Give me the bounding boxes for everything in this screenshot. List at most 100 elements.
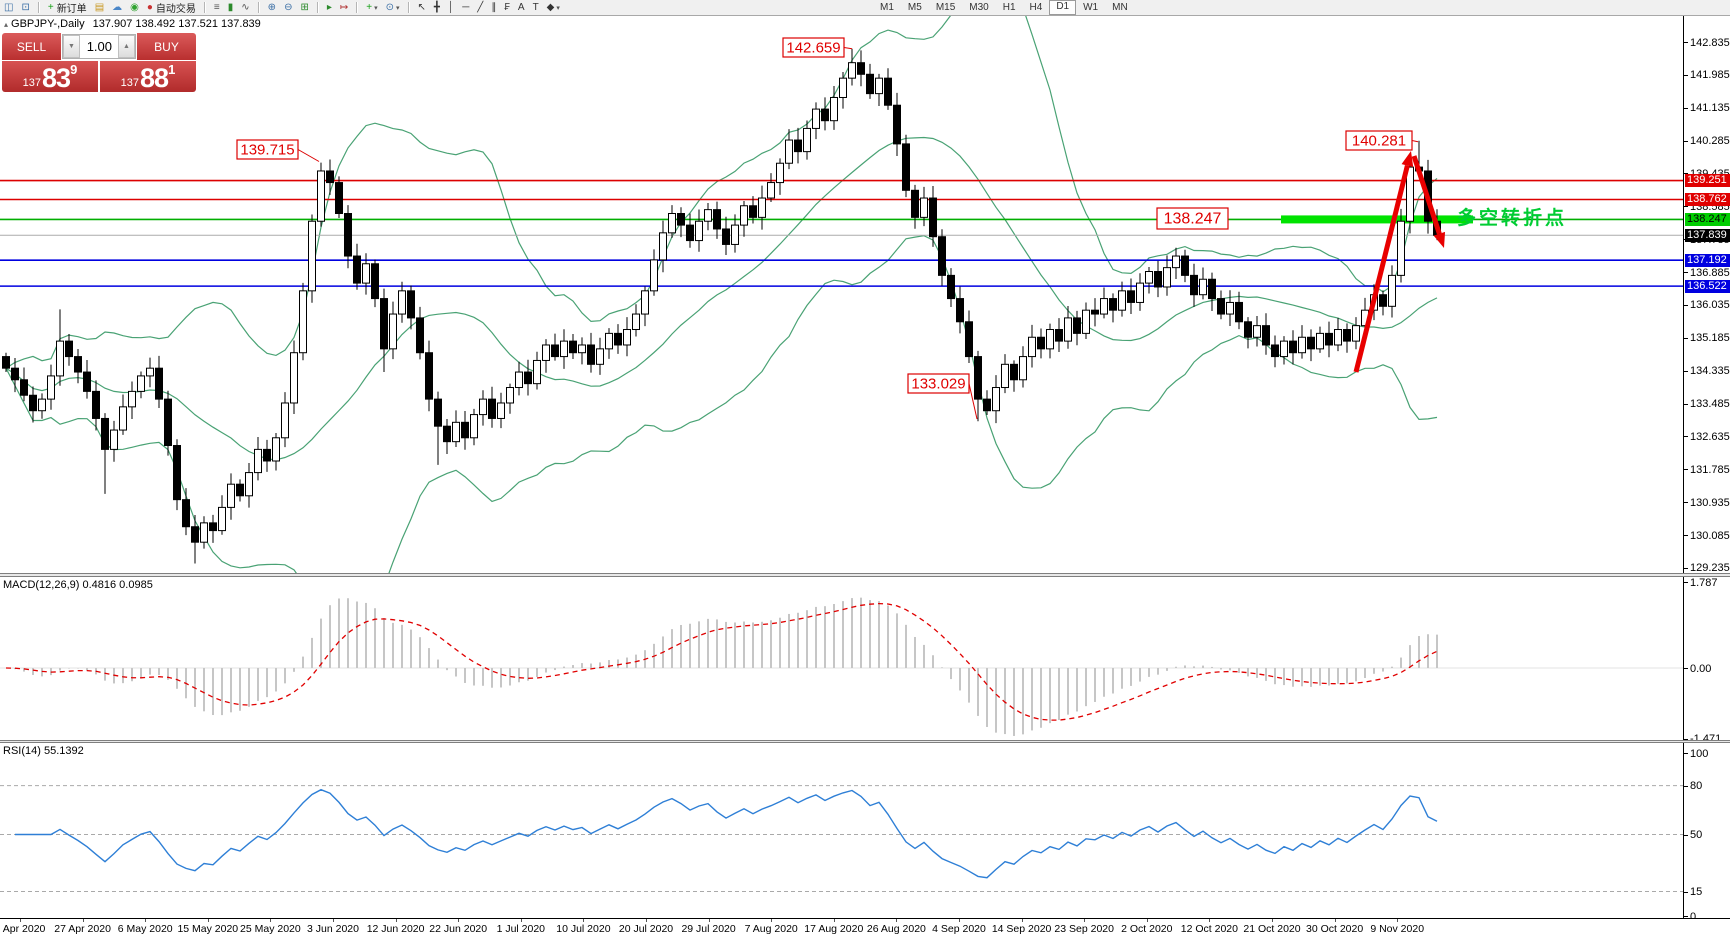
toolbar-crosshair-button[interactable]: ╋ [431,1,443,14]
candle-body [983,398,991,412]
candle-body [839,77,847,98]
toolbar-trendline-button[interactable]: ╱ [474,1,486,14]
candle-body [560,340,568,358]
candle-body [47,375,55,400]
sell-button[interactable]: SELL [2,33,61,60]
candle-body [1379,294,1387,307]
price-axis-tick: 130.085 [1684,529,1730,542]
price-annotation-box[interactable] [907,373,970,394]
toolbar-print-preview-button[interactable]: ⊡ [18,1,32,14]
chart-shift-icon: ↦ [339,2,349,13]
candle-body [956,298,964,323]
volume-increase-button[interactable]: ▲ [118,35,135,58]
toolbar-indicators-button[interactable]: + ▾ [366,2,378,13]
price-annotation-box[interactable] [1345,130,1413,151]
support-zone-band[interactable] [1281,215,1473,224]
toolbar-chart-shift-button[interactable]: ↦ [337,1,351,14]
toolbar-cursor-button[interactable]: ↖ [415,1,429,14]
toolbar-separator [356,2,359,13]
macd-indicator-panel[interactable] [0,577,1683,741]
date-tick-mark [1209,919,1211,922]
price-scale-axis[interactable]: 142.835141.985141.135140.285139.435138.5… [1684,15,1730,923]
date-axis-label: 14 Sep 2020 [991,923,1052,935]
price-annotation-box[interactable] [782,37,845,58]
toolbar-new-chart-button[interactable]: ◫ [1,1,16,14]
toolbar-text-label-button[interactable]: T [530,1,542,14]
toolbar-vertical-line-button[interactable]: │ [445,1,457,14]
timeframe-w1-button[interactable]: W1 [1083,2,1099,13]
candle-body [641,290,649,315]
toolbar-text-button[interactable]: A [515,1,528,14]
panel-splitter[interactable] [0,573,1730,577]
trend-arrow-head [1433,231,1446,248]
candle-body [65,340,73,358]
date-axis-label: 22 Jun 2020 [429,923,488,935]
toolbar-fibonacci-button[interactable]: ₣ [501,1,513,14]
toolbar-zoom-out-button[interactable]: ⊖ [281,1,295,14]
candle-body [263,448,271,462]
trend-arrow-line[interactable] [1353,164,1410,373]
candle-body [614,332,622,346]
toolbar-line-chart-mode-button[interactable]: ∿ [238,1,252,14]
annotation-leader [968,383,978,420]
timeframe-d1-button[interactable]: D1 [1049,0,1077,15]
candle-body [749,205,757,218]
toolbar-arrows-shapes-button[interactable]: ◆ ▾ [546,2,560,13]
toolbar-equidistant-channel-button[interactable]: ∥ [488,1,499,14]
annotation-leader [1411,140,1419,143]
rsi-indicator-panel[interactable] [0,743,1683,918]
trendline-icon: ╱ [477,2,484,13]
toolbar-candlestick-mode-button[interactable]: ▮ [225,1,237,14]
ohlc-values: 137.907 138.492 137.521 137.839 [92,18,261,30]
toolbar-new-order-button[interactable]: + 新订单 [47,2,87,15]
candle-body [92,390,100,419]
volume-input[interactable]: 1.00 [86,39,112,54]
periods-icon: ⊙ [385,2,395,13]
toolbar-gold-button[interactable]: ▤ [92,1,107,14]
toolbar-periods-button[interactable]: ⊙ ▾ [385,2,400,13]
buy-button[interactable]: BUY [137,33,196,60]
toolbar-horizontal-line-button[interactable]: ─ [459,1,472,14]
toolbar-tile-windows-button[interactable]: ⊞ [297,1,311,14]
price-annotation-box[interactable] [236,139,299,160]
candle-body [623,329,631,346]
toolbar-bar-chart-mode-button[interactable]: ≡ [211,1,223,14]
date-tick-mark [1334,919,1336,922]
toolbar-signals-button[interactable]: ◉ [127,1,142,14]
gold-icon: ▤ [94,2,105,13]
main-price-chart[interactable]: 142.659 139.715 140.281 138.247 133.029 [0,15,1683,573]
candle-body [794,139,802,153]
candle-body [938,236,946,276]
timeframe-h4-button[interactable]: H4 [1029,2,1043,13]
candle-body [29,394,37,412]
timeframe-m1-button[interactable]: M1 [880,2,894,13]
signals-icon: ◉ [130,2,139,13]
candle-body [1325,332,1333,346]
date-axis[interactable]: 7 Apr 2020 27 Apr 2020 6 May 2020 15 May 20… [0,918,1730,939]
price-annotation-box[interactable] [1156,207,1229,230]
date-axis-label: 27 Apr 2020 [54,923,111,935]
toolbar-zoom-in-button[interactable]: ⊕ [265,1,279,14]
candle-body [1280,340,1288,358]
buy-price-display[interactable]: 137 88 1 [100,61,196,92]
timeframe-m5-button[interactable]: M5 [907,2,922,13]
panel-splitter[interactable] [0,740,1730,743]
collapse-expert-icon[interactable]: ▴ [4,20,9,29]
candle-body [290,352,298,404]
toolbar-auto-scroll-button[interactable]: ▸ [324,1,335,14]
volume-decrease-button[interactable]: ▼ [63,35,80,58]
timeframe-h1-button[interactable]: H1 [1002,2,1016,13]
timeframe-mn-button[interactable]: MN [1112,2,1128,13]
trend-arrow-head [1401,151,1414,168]
candle-body [812,108,820,129]
candle-body [1343,329,1351,342]
trend-arrow-line[interactable] [1411,155,1442,235]
toolbar-cloud-button[interactable]: ☁ [109,1,125,14]
sell-price-display[interactable]: 137 83 9 [2,61,98,92]
rsi-axis-tick: 80 [1684,780,1702,793]
timeframe-m30-button[interactable]: M30 [969,2,989,13]
toolbar-auto-trading-button[interactable]: ● 自动交易 [146,2,196,15]
candle-body [1100,298,1108,315]
timeframe-m15-button[interactable]: M15 [935,2,956,13]
candle-body [479,398,487,416]
